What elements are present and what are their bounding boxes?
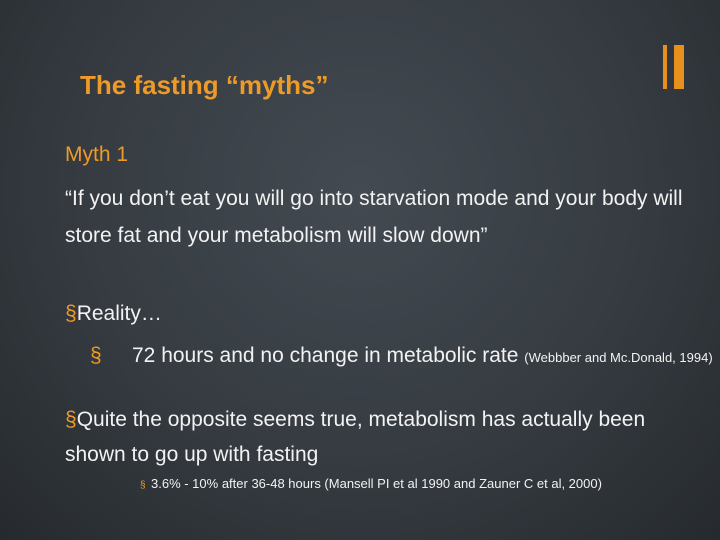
heading: Myth 1: [65, 143, 129, 166]
slide-title: The fasting “myths”: [80, 70, 329, 100]
bullet: Quite the opposite seems true, metabolis…: [65, 402, 665, 472]
quote: “If you don’t eat you will go into starv…: [65, 187, 683, 247]
citation: (Webbber and Mc.Donald, 1994): [524, 350, 713, 365]
sub-bullet: 72 hours and no change in metabolic rate…: [90, 341, 720, 373]
sub-bullet-text: 3.6% - 10% after 36-48 hours (Mansell PI…: [151, 476, 602, 491]
accent-bar: [663, 45, 667, 89]
sub-bullet: 3.6% - 10% after 36-48 hours (Mansell PI…: [140, 474, 711, 496]
bullet-text: Quite the opposite seems true, metabolis…: [65, 408, 646, 466]
bullet: Reality…: [65, 302, 162, 326]
accent-bar: [674, 45, 684, 89]
bullet-text: Reality…: [76, 302, 162, 325]
sub-bullet-text: 72 hours and no change in metabolic rate: [132, 344, 519, 367]
